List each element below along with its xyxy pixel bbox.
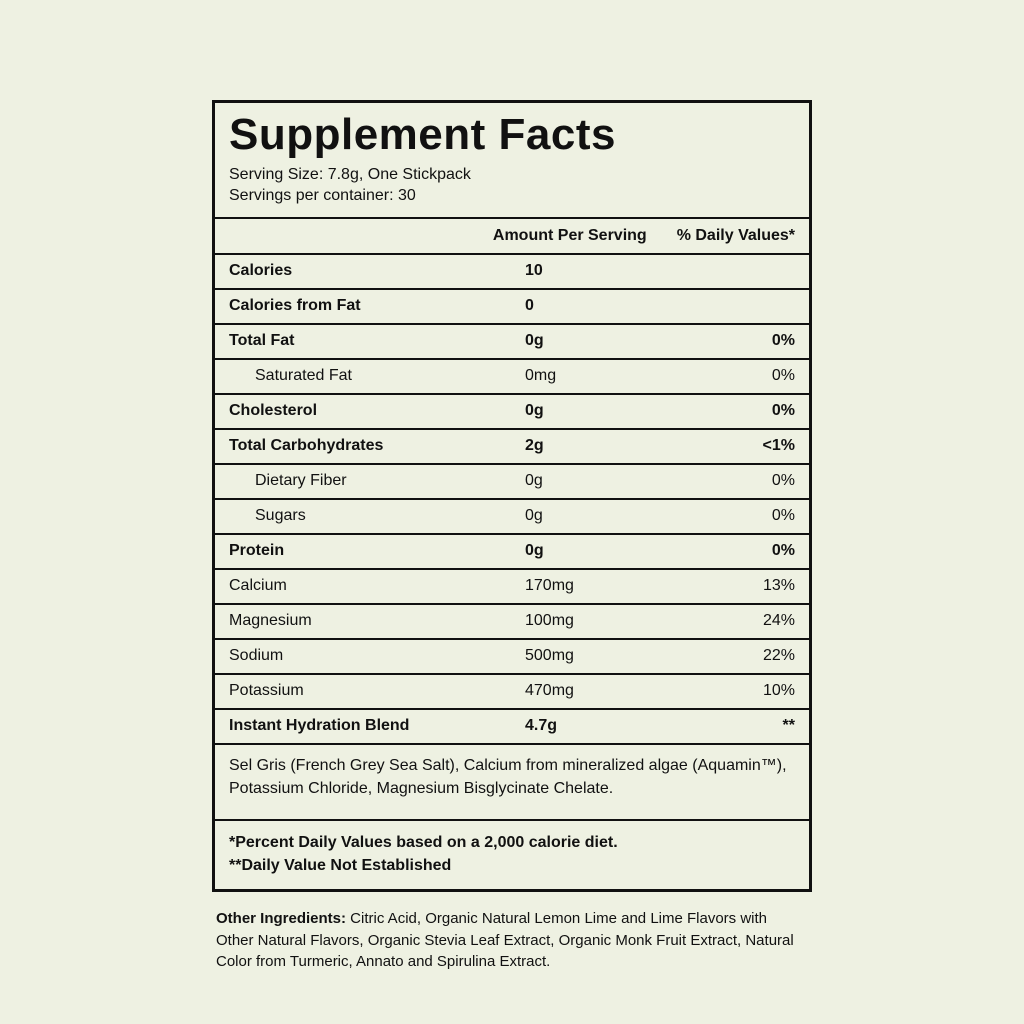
table-header-row: Amount Per Serving % Daily Values* [215,219,809,255]
facts-table: Amount Per Serving % Daily Values* Calor… [215,216,809,811]
header-daily-values: % Daily Values* [676,226,795,244]
row-daily-value: 0% [771,472,795,490]
row-amount: 0g [525,507,543,525]
row-amount: 0g [525,332,544,350]
row-label: Calories from Fat [229,297,361,315]
other-ingredients: Other Ingredients: Citric Acid, Organic … [216,908,808,972]
supplement-facts-panel: Supplement Facts Serving Size: 7.8g, One… [212,100,812,893]
row-amount: 100mg [525,612,574,630]
row-daily-value: 24% [762,612,795,630]
row-label: Potassium [229,682,304,700]
table-row: Sugars 0g 0% [215,500,809,535]
row-daily-value: 10% [762,682,795,700]
row-label: Total Fat [229,332,295,350]
row-daily-value: ** [782,717,795,735]
row-amount: 0g [525,472,543,490]
serving-size: Serving Size: 7.8g, One Stickpack [229,166,471,183]
table-row: Calories 10 [215,255,809,290]
table-row: Calcium 170mg 13% [215,570,809,605]
table-row: Dietary Fiber 0g 0% [215,465,809,500]
row-label: Instant Hydration Blend [229,717,410,735]
table-row: Magnesium 100mg 24% [215,605,809,640]
table-row: Total Carbohydrates 2g <1% [215,430,809,465]
other-ingredients-label: Other Ingredients: [216,910,347,928]
row-amount: 170mg [525,577,574,595]
table-row: Instant Hydration Blend 4.7g ** [215,710,809,745]
table-rows: Calories 10 Calories from Fat 0 Total Fa… [215,255,809,745]
panel-title: Supplement Facts [229,110,616,159]
footnote-daily-values: *Percent Daily Values based on a 2,000 c… [229,833,618,851]
servings-per-container: Servings per container: 30 [229,186,416,204]
header-amount-per-serving: Amount Per Serving [492,226,647,244]
row-label: Sugars [255,507,306,525]
row-amount: 470mg [525,682,574,700]
row-label: Saturated Fat [255,367,352,385]
table-row: Sodium 500mg 22% [215,640,809,675]
row-amount: 2g [525,437,544,455]
row-amount: 10 [525,262,543,280]
row-amount: 4.7g [525,717,558,735]
table-row: Potassium 470mg 10% [215,675,809,710]
row-label: Calcium [229,577,287,595]
row-daily-value: 0% [771,402,795,420]
row-daily-value: 0% [771,542,795,560]
row-daily-value: 0% [771,367,795,385]
row-daily-value: 13% [762,577,795,595]
row-label: Total Carbohydrates [229,437,384,455]
row-amount: 0 [525,297,534,315]
title-block: Supplement Facts Serving Size: 7.8g, One… [215,103,809,217]
table-row: Cholesterol 0g 0% [215,395,809,430]
row-amount: 0mg [525,367,557,385]
other-ingredients-text: Citric Acid, Organic Natural Lemon Lime … [216,910,794,970]
row-amount: 500mg [525,647,574,665]
row-daily-value: 22% [762,647,795,665]
row-label: Cholesterol [229,402,318,420]
row-label: Calories [229,262,293,280]
row-daily-value: <1% [762,437,795,455]
row-amount: 0g [525,402,544,420]
row-label: Dietary Fiber [255,472,347,490]
row-daily-value: 0% [771,507,795,525]
table-row: Protein 0g 0% [215,535,809,570]
footnote-box: *Percent Daily Values based on a 2,000 c… [215,818,809,889]
row-label: Magnesium [229,612,312,630]
row-label: Sodium [229,647,284,665]
table-row: Total Fat 0g 0% [215,325,809,360]
blend-ingredients-note: Sel Gris (French Grey Sea Salt), Calcium… [229,756,787,797]
table-row: Calories from Fat 0 [215,290,809,325]
row-amount: 0g [525,542,544,560]
footnote-not-established: **Daily Value Not Established [229,857,452,875]
row-daily-value: 0% [771,332,795,350]
row-label: Protein [229,542,285,560]
table-row: Saturated Fat 0mg 0% [215,360,809,395]
